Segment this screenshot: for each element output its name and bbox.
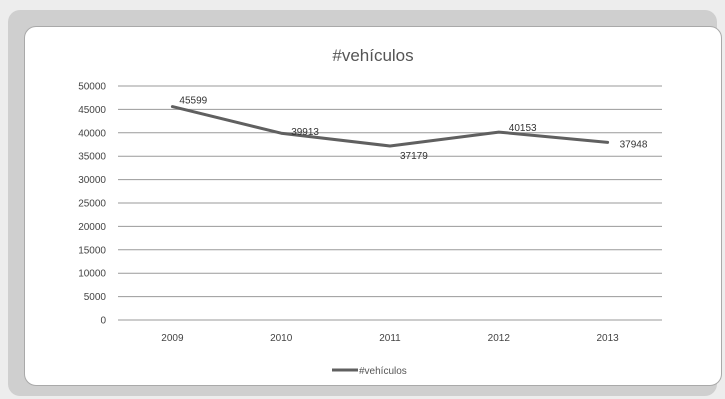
legend-label: #vehículos [359, 366, 407, 377]
series-layer [170, 105, 610, 148]
y-tick-label: 30000 [78, 175, 106, 186]
data-label: 37948 [620, 139, 648, 150]
data-label: 45599 [179, 96, 207, 107]
x-tick-label: 2011 [379, 333, 401, 344]
y-tick-label: 35000 [78, 152, 106, 163]
series-line [170, 105, 610, 148]
data-label: 39913 [291, 127, 319, 138]
x-tick-label: 2009 [161, 333, 184, 344]
chart-title: #vehículos [332, 46, 413, 65]
legend: #vehículos [332, 366, 407, 377]
x-tick-label: 2012 [488, 333, 511, 344]
gridlines [118, 85, 662, 321]
y-tick-label: 45000 [78, 105, 106, 116]
data-label: 37179 [400, 151, 428, 162]
y-tick-label: 20000 [78, 222, 106, 233]
y-tick-label: 50000 [78, 82, 106, 93]
data-labels: 45599 39913 37179 40153 37948 [179, 96, 647, 162]
x-tick-label: 2010 [270, 333, 293, 344]
y-tick-label: 15000 [78, 245, 106, 256]
y-tick-label: 40000 [78, 128, 106, 139]
data-label: 40153 [509, 123, 537, 134]
y-tick-label: 5000 [84, 292, 107, 303]
y-axis-ticks: 0 5000 10000 15000 20000 25000 30000 35000 40000… [78, 82, 106, 327]
y-tick-label: 0 [100, 316, 106, 327]
x-tick-label: 2013 [596, 333, 619, 344]
y-tick-label: 25000 [78, 199, 106, 210]
x-axis-ticks: 2009 2010 2011 2012 2013 [161, 333, 619, 344]
y-tick-label: 10000 [78, 269, 106, 280]
